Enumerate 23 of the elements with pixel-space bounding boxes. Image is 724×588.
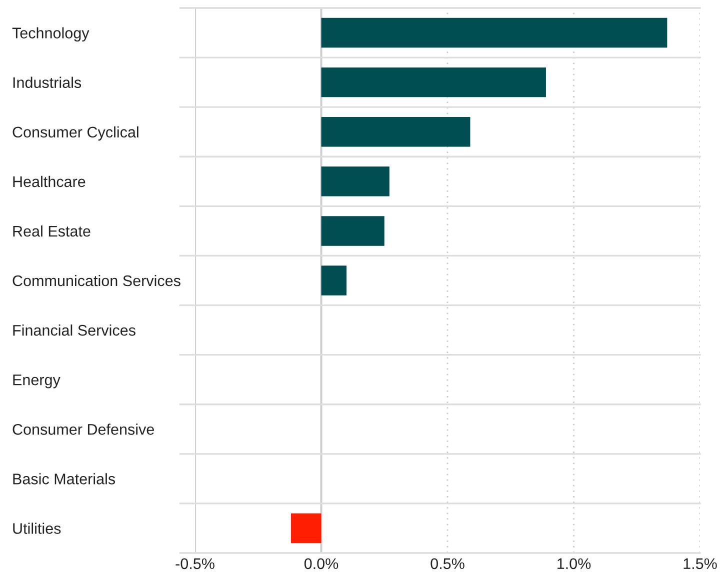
y-tick-label: Healthcare bbox=[13, 176, 86, 188]
x-tick-label: -0.5% bbox=[176, 558, 214, 570]
y-tick-label: Real Estate bbox=[13, 225, 90, 237]
y-tick-label: Financial Services bbox=[13, 324, 136, 336]
y-tick-label: Industrials bbox=[13, 76, 82, 88]
x-tick-label: 1.5% bbox=[684, 558, 717, 570]
bar bbox=[321, 266, 346, 296]
y-tick-label: Consumer Cyclical bbox=[12, 126, 138, 141]
x-tick-label: 1.0% bbox=[558, 558, 591, 570]
y-tick-label: Basic Materials bbox=[13, 473, 116, 484]
y-tick-label: Consumer Defensive bbox=[12, 424, 154, 435]
bar bbox=[321, 18, 668, 48]
y-tick-label: Communication Services bbox=[12, 274, 180, 286]
bar bbox=[321, 166, 390, 196]
y-tick-label: Energy bbox=[13, 374, 60, 388]
bar bbox=[321, 117, 470, 147]
x-tick-label: 0.0% bbox=[304, 558, 338, 570]
y-tick-label: Technology bbox=[12, 27, 90, 42]
y-tick-label: Utilities bbox=[13, 522, 61, 534]
bar bbox=[321, 216, 384, 246]
bar bbox=[290, 513, 322, 544]
bar bbox=[321, 67, 546, 98]
x-tick-label: 0.5% bbox=[430, 558, 464, 570]
